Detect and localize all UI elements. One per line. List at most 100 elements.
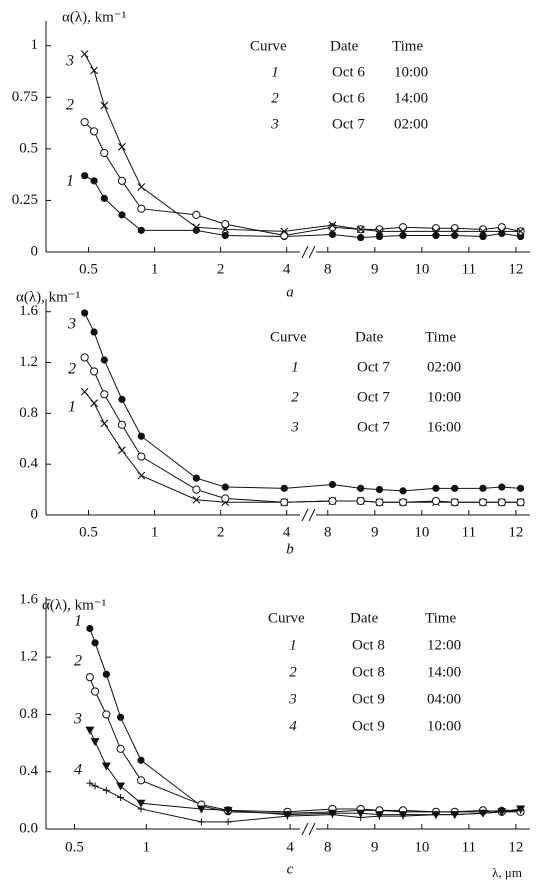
table-header: Date <box>330 38 359 54</box>
x-tick-label: 0.5 <box>79 524 98 540</box>
marker <box>102 786 110 794</box>
marker <box>116 782 126 791</box>
x-tick-label: 2 <box>217 261 225 277</box>
marker <box>328 221 337 230</box>
marker <box>192 223 201 232</box>
y-axis-label: α(λ), km⁻¹ <box>16 289 80 305</box>
table-cell: 10:00 <box>427 718 461 734</box>
marker <box>89 367 99 376</box>
marker <box>375 485 384 494</box>
x-axis-label: λ, μm <box>492 865 522 880</box>
x-tick-label: 8 <box>324 524 332 540</box>
marker <box>90 328 98 336</box>
marker <box>90 738 100 747</box>
table-cell: Oct 7 <box>357 389 390 405</box>
marker <box>102 670 110 678</box>
marker <box>517 806 525 814</box>
marker <box>432 811 440 819</box>
x-tick-label: 1 <box>151 524 159 540</box>
x-tick-label: 9 <box>371 261 379 277</box>
x-tick-label: 11 <box>462 261 476 277</box>
marker <box>117 793 125 801</box>
curve-label: 3 <box>73 711 82 728</box>
marker <box>399 231 407 240</box>
marker <box>221 220 230 229</box>
marker <box>116 713 125 721</box>
y-tick-label: 0.75 <box>12 89 38 105</box>
marker <box>357 233 365 242</box>
x-tick-label: 8 <box>324 261 332 277</box>
table-cell: 3 <box>270 116 279 132</box>
y-tick-label: 0.4 <box>19 456 38 472</box>
marker <box>498 808 506 816</box>
table-cell: Oct 7 <box>357 419 390 435</box>
marker <box>102 710 111 719</box>
curve-label: 2 <box>66 97 74 114</box>
marker <box>221 231 229 240</box>
marker <box>81 309 89 317</box>
table-cell: 16:00 <box>427 419 461 435</box>
y-axis-label: α(λ), km⁻¹ <box>62 9 126 25</box>
x-tick-label: 9 <box>371 839 379 855</box>
marker <box>357 484 365 492</box>
marker <box>516 227 525 236</box>
table-cell: Oct 8 <box>352 664 385 680</box>
marker <box>399 227 407 236</box>
marker <box>118 211 126 219</box>
table-cell: Oct 9 <box>352 691 385 707</box>
marker <box>137 432 145 440</box>
marker <box>221 225 230 234</box>
marker <box>197 818 205 826</box>
table-header: Curve <box>270 329 307 345</box>
y-tick-label: 0.8 <box>19 706 38 722</box>
table-cell: 1 <box>291 359 299 375</box>
x-tick-label: 0.5 <box>65 839 84 855</box>
y-tick-label: 1 <box>31 37 39 53</box>
marker <box>498 483 506 491</box>
marker <box>356 496 365 506</box>
marker <box>221 494 230 503</box>
marker <box>117 176 127 185</box>
table-cell: 3 <box>290 419 299 435</box>
marker <box>451 484 459 492</box>
table-cell: 3 <box>288 691 297 707</box>
marker <box>80 387 89 396</box>
panel-letter: c <box>287 861 294 877</box>
marker <box>516 484 525 492</box>
table-cell: Oct 7 <box>332 116 365 132</box>
y-tick-label: 0.0 <box>19 820 38 836</box>
marker <box>81 172 89 180</box>
table-cell: 2 <box>271 90 279 106</box>
x-tick-label: 12 <box>508 261 523 277</box>
table-cell: 02:00 <box>394 116 428 132</box>
curve-label: 2 <box>68 361 76 378</box>
marker <box>137 805 145 813</box>
marker <box>497 223 506 232</box>
marker <box>137 226 145 234</box>
marker <box>328 480 337 489</box>
marker <box>90 687 100 696</box>
marker <box>399 812 407 820</box>
marker <box>432 484 440 492</box>
table-header: Curve <box>268 610 305 626</box>
series-line <box>84 53 521 232</box>
table-cell: 4 <box>289 718 297 734</box>
y-tick-label: 0.25 <box>12 192 38 208</box>
y-tick-label: 0 <box>31 506 39 522</box>
table-cell: Oct 6 <box>332 64 365 80</box>
table-cell: 04:00 <box>427 691 461 707</box>
y-tick-label: 0.5 <box>19 140 38 156</box>
table-cell: 2 <box>291 389 299 405</box>
table-header: Time <box>392 38 423 54</box>
marker <box>479 227 487 236</box>
marker <box>90 177 98 185</box>
x-tick-label: 1 <box>151 261 159 277</box>
marker <box>100 390 109 399</box>
panel-letter: b <box>286 541 294 557</box>
x-tick-label: 12 <box>508 524 523 540</box>
marker <box>280 227 289 236</box>
marker <box>116 744 125 753</box>
marker <box>137 183 146 191</box>
marker <box>137 756 145 764</box>
x-tick-label: 12 <box>508 839 523 855</box>
